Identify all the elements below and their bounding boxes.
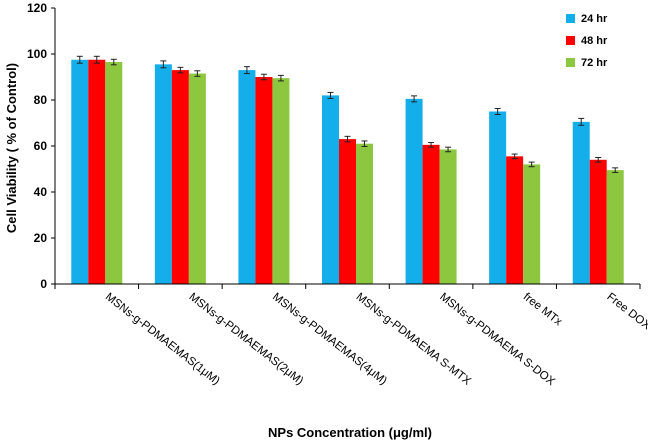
error-bar-24-hr-6	[578, 117, 585, 126]
legend: 24 hr 48 hr 72 hr	[566, 13, 608, 69]
error-bar-48-hr-5	[511, 153, 518, 160]
bar-72-hr-5	[523, 164, 541, 284]
y-tick-label: 100	[27, 47, 47, 61]
y-tick-label: 120	[27, 1, 47, 15]
bar-48-hr-5	[506, 156, 524, 284]
error-bar-72-hr-5	[528, 161, 535, 168]
legend-label: 24 hr	[581, 13, 608, 25]
legend-item-24-hr: 24 hr	[566, 13, 608, 25]
bar-48-hr-1	[171, 70, 189, 284]
y-tick-label: 20	[34, 231, 48, 245]
error-bar-24-hr-4	[411, 95, 418, 103]
error-bar-72-hr-0	[110, 58, 117, 66]
y-tick-label: 0	[40, 277, 47, 291]
legend-label: 72 hr	[581, 57, 608, 69]
bar-48-hr-4	[422, 144, 440, 284]
bar-48-hr-0	[88, 59, 106, 284]
y-tick-label: 40	[34, 185, 48, 199]
bar-24-hr-1	[154, 64, 172, 284]
error-bar-24-hr-5	[494, 108, 501, 115]
bar-72-hr-4	[439, 149, 457, 284]
legend-swatch	[566, 36, 575, 45]
bar-72-hr-3	[356, 143, 373, 284]
bar-24-hr-5	[489, 111, 507, 284]
error-bar-24-hr-1	[160, 60, 167, 69]
error-bar-24-hr-0	[76, 55, 83, 64]
y-tick-label: 80	[34, 93, 48, 107]
error-bars	[76, 55, 619, 173]
bar-24-hr-0	[71, 59, 89, 284]
y-tick-labels: 0 20 40 60 80 100 120	[27, 1, 47, 291]
error-bar-48-hr-4	[428, 142, 435, 148]
bar-72-hr-1	[188, 73, 206, 284]
error-bar-72-hr-4	[445, 146, 452, 153]
bar-24-hr-4	[405, 98, 423, 284]
error-bar-48-hr-1	[177, 66, 184, 74]
y-tick-label: 60	[34, 139, 48, 153]
y-axis-title: Cell Viability ( % of Control)	[4, 63, 19, 233]
error-bar-48-hr-2	[260, 73, 267, 81]
bar-72-hr-0	[105, 62, 123, 284]
legend-swatch	[566, 14, 575, 23]
error-bar-72-hr-2	[277, 74, 284, 82]
legend-swatch	[566, 58, 575, 67]
bar-48-hr-6	[589, 159, 607, 284]
bar-48-hr-3	[339, 139, 356, 284]
axes	[51, 7, 641, 289]
bar-72-hr-6	[606, 170, 624, 284]
legend-item-48-hr: 48 hr	[566, 35, 608, 47]
legend-item-72-hr: 72 hr	[566, 57, 608, 69]
bar-48-hr-2	[255, 77, 273, 284]
bar-24-hr-6	[572, 121, 590, 284]
bar-24-hr-3	[322, 95, 339, 285]
error-bar-72-hr-3	[361, 140, 368, 147]
error-bar-72-hr-6	[612, 167, 619, 173]
error-bar-48-hr-3	[344, 135, 351, 143]
x-axis-title: NPs Concentration (μg/ml)	[268, 425, 432, 440]
error-bar-24-hr-3	[327, 91, 334, 99]
bars	[71, 59, 624, 285]
error-bar-48-hr-0	[93, 55, 100, 64]
bar-72-hr-2	[272, 78, 290, 285]
legend-label: 48 hr	[581, 35, 608, 47]
error-bar-48-hr-6	[595, 157, 602, 163]
error-bar-24-hr-2	[243, 66, 250, 75]
error-bar-72-hr-1	[194, 70, 201, 77]
bar-24-hr-2	[238, 70, 256, 284]
